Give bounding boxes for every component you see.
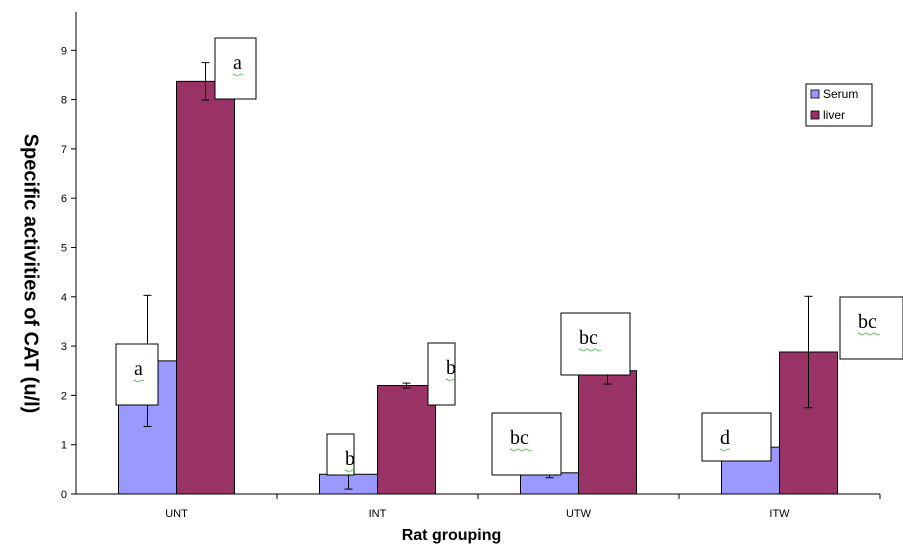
x-tick-label: INT (369, 508, 387, 520)
y-tick-label: 4 (61, 292, 67, 304)
legend-liver-label: liver (823, 108, 845, 122)
x-axis-title: Rat grouping (401, 527, 502, 544)
legend: Serum liver (805, 83, 873, 127)
bar-liver-utw (578, 370, 637, 495)
x-tick-label: UNT (165, 508, 188, 520)
y-tick-label: 7 (61, 144, 67, 156)
bar-liver-int (377, 385, 436, 495)
annotation-letter: bc (579, 327, 598, 349)
y-tick-label: 0 (61, 489, 67, 501)
spellcheck-underline (857, 332, 881, 336)
y-tick-label: 1 (61, 440, 67, 452)
x-tick-label: UTW (566, 508, 592, 520)
annotation-box (427, 342, 456, 406)
spellcheck-underline (344, 469, 356, 473)
annotation-box (701, 412, 772, 462)
annotation-box (839, 296, 903, 360)
spellcheck-underline (133, 379, 145, 383)
annotation-letter: a (233, 52, 242, 74)
x-axis-category-labels: UNT INT UTW ITW (165, 494, 881, 520)
annotation-letter: bc (858, 311, 877, 333)
x-tick-label: ITW (769, 508, 790, 520)
annotation-box (115, 343, 159, 406)
legend-liver-swatch (810, 110, 820, 120)
annotation-letter: b (345, 448, 355, 470)
y-axis-title: Specific activities of CAT (u/l) (19, 133, 42, 414)
spellcheck-underline (232, 73, 244, 77)
annotation-letter: d (720, 427, 730, 449)
spellcheck-underline (578, 348, 602, 352)
annotation-box (560, 312, 631, 376)
annotation-box (326, 433, 355, 476)
annotation-letter: bc (510, 427, 529, 449)
legend-serum-swatch (810, 89, 820, 99)
significance-annotations: a a b b bc bc d bc (115, 37, 903, 476)
y-axis-ticks: 0 1 2 3 4 5 6 7 8 9 (61, 45, 76, 501)
y-tick-label: 8 (61, 95, 67, 107)
y-tick-label: 3 (61, 341, 67, 353)
annotation-box (214, 37, 257, 100)
spellcheck-underline (445, 378, 457, 382)
legend-serum-label: Serum (823, 87, 858, 101)
y-tick-label: 6 (61, 193, 67, 205)
y-tick-label: 2 (61, 390, 67, 402)
spellcheck-underline (719, 448, 731, 452)
y-tick-label: 5 (61, 243, 67, 255)
annotation-letter: b (446, 357, 456, 379)
annotation-box (491, 412, 562, 476)
annotation-letter: a (134, 358, 143, 380)
spellcheck-underline (509, 448, 533, 452)
bar-liver-unt (176, 80, 235, 495)
y-tick-label: 9 (61, 45, 67, 57)
